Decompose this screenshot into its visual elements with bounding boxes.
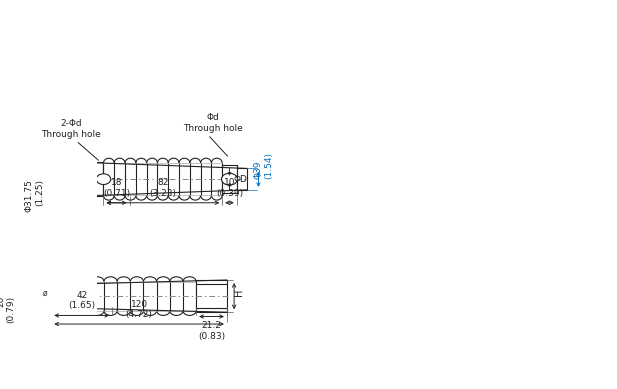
Bar: [237, 168, 247, 190]
Text: Φ31.75
(1.25): Φ31.75 (1.25): [25, 179, 44, 212]
Text: Φ39
(1.54): Φ39 (1.54): [254, 152, 273, 179]
Text: 2-Φd
Through hole: 2-Φd Through hole: [41, 119, 101, 139]
Circle shape: [222, 173, 238, 185]
Circle shape: [83, 174, 97, 184]
Bar: [77, 162, 104, 196]
Text: Φd
Through hole: Φd Through hole: [183, 112, 243, 133]
Text: ΦD: ΦD: [234, 175, 247, 184]
Circle shape: [41, 290, 50, 296]
Bar: [25, 286, 51, 307]
Bar: [222, 165, 237, 193]
Text: 120
(4.72): 120 (4.72): [126, 300, 152, 319]
Text: 18
(0.71): 18 (0.71): [103, 179, 130, 198]
Circle shape: [48, 177, 55, 182]
Text: 82
(3.23): 82 (3.23): [149, 179, 176, 198]
Text: 20
(0.79): 20 (0.79): [0, 296, 15, 323]
Circle shape: [96, 174, 110, 184]
Text: 10
(0.39): 10 (0.39): [216, 179, 243, 198]
Text: ø: ø: [43, 288, 48, 298]
Text: 42
(1.65): 42 (1.65): [68, 291, 95, 310]
Bar: [196, 280, 227, 312]
Text: H: H: [234, 289, 244, 296]
Text: 21.2
(0.83): 21.2 (0.83): [198, 321, 225, 341]
